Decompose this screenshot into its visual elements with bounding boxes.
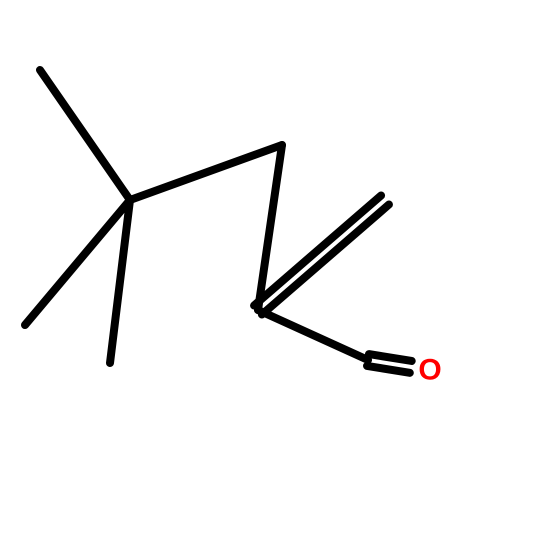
bond <box>369 354 412 361</box>
bond <box>40 70 130 200</box>
bond <box>130 145 282 200</box>
bond <box>367 366 410 373</box>
bond <box>262 205 389 315</box>
molecule-diagram: O <box>0 0 533 533</box>
bond <box>258 310 368 360</box>
o-atom-label: O <box>418 354 441 387</box>
